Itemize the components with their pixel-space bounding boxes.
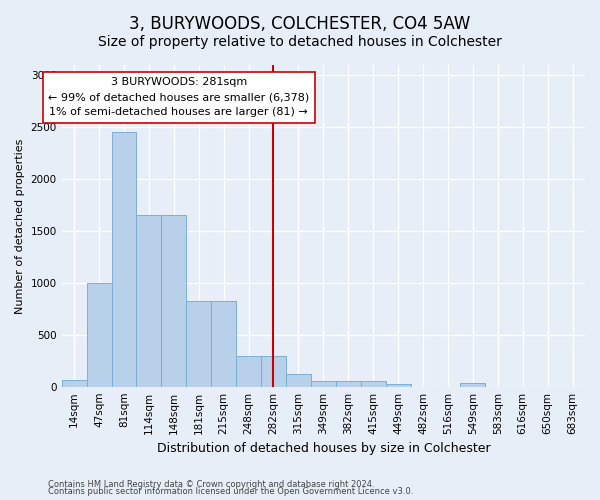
Bar bbox=[62, 380, 86, 386]
Text: Contains public sector information licensed under the Open Government Licence v3: Contains public sector information licen… bbox=[48, 487, 413, 496]
Bar bbox=[136, 216, 161, 386]
Bar bbox=[460, 382, 485, 386]
Bar bbox=[86, 283, 112, 387]
Text: 3 BURYWOODS: 281sqm
← 99% of detached houses are smaller (6,378)
1% of semi-deta: 3 BURYWOODS: 281sqm ← 99% of detached ho… bbox=[48, 78, 310, 117]
Bar bbox=[186, 301, 211, 386]
Y-axis label: Number of detached properties: Number of detached properties bbox=[15, 138, 25, 314]
Bar bbox=[261, 356, 286, 386]
Bar bbox=[236, 356, 261, 386]
Bar bbox=[161, 216, 186, 386]
Bar bbox=[112, 132, 136, 386]
Bar bbox=[336, 382, 361, 386]
Text: 3, BURYWOODS, COLCHESTER, CO4 5AW: 3, BURYWOODS, COLCHESTER, CO4 5AW bbox=[130, 15, 470, 33]
Text: Size of property relative to detached houses in Colchester: Size of property relative to detached ho… bbox=[98, 35, 502, 49]
X-axis label: Distribution of detached houses by size in Colchester: Distribution of detached houses by size … bbox=[157, 442, 490, 455]
Bar bbox=[361, 382, 386, 386]
Bar bbox=[211, 301, 236, 386]
Bar bbox=[286, 374, 311, 386]
Bar bbox=[311, 382, 336, 386]
Bar bbox=[386, 384, 410, 386]
Text: Contains HM Land Registry data © Crown copyright and database right 2024.: Contains HM Land Registry data © Crown c… bbox=[48, 480, 374, 489]
